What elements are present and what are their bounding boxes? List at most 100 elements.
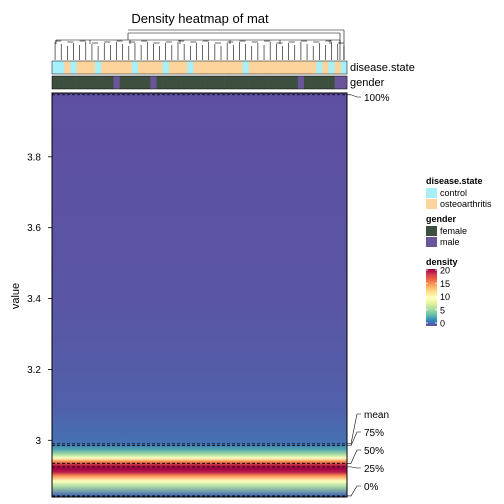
- density-tick-label: 10: [440, 292, 450, 302]
- quantile-connector: [347, 449, 361, 464]
- annotation-cell: [76, 76, 84, 89]
- annotation-cell: [193, 76, 200, 89]
- annotation-cell: [144, 76, 151, 89]
- legend-swatch: [426, 237, 437, 247]
- annotation-cell: [303, 76, 311, 89]
- annotation-cell: [88, 76, 96, 89]
- quantile-lines: 100% mean 75% 50% 25% 0%: [52, 93, 390, 497]
- annotation-cell: [322, 61, 329, 74]
- legend-item-label: female: [440, 226, 467, 236]
- legend-swatch: [426, 199, 437, 209]
- density-tick-label: 15: [440, 279, 450, 289]
- annotation-cell: [187, 76, 194, 89]
- annotation-cell: [52, 76, 59, 89]
- column-annotations: [51, 60, 348, 90]
- annotation-cell: [119, 61, 127, 74]
- annotation-cell: [260, 76, 268, 89]
- annotation-cell: [125, 61, 133, 74]
- annotation-cell: [101, 61, 108, 74]
- annotation-cell: [82, 76, 90, 89]
- quantile-label: mean: [364, 410, 389, 421]
- annotation-cell: [162, 61, 170, 74]
- annotation-cell: [156, 76, 163, 89]
- quantile-label: 0%: [364, 482, 379, 493]
- annotation-cell: [273, 61, 280, 74]
- quantile-connector: [347, 466, 361, 469]
- annotation-cell: [285, 61, 292, 74]
- annotation-cell: [162, 76, 170, 89]
- annotation-cell: [297, 76, 305, 89]
- annotation-cell: [310, 61, 317, 74]
- annotation-cell: [297, 61, 305, 74]
- y-tick-label: 3.4: [27, 294, 41, 305]
- annotation-cell: [95, 76, 102, 89]
- annotation-cell: [248, 61, 256, 74]
- annotation-cell: [168, 76, 176, 89]
- annotation-cell: [88, 61, 96, 74]
- annotation-label-gender: gender: [350, 77, 385, 89]
- annotation-cell: [119, 76, 127, 89]
- annotation-cell: [242, 61, 249, 74]
- annotation-cell: [181, 76, 188, 89]
- annotation-cell: [328, 76, 336, 89]
- annotation-cell: [248, 76, 256, 89]
- annotation-cell: [267, 61, 274, 74]
- annotation-row-border: [51, 75, 348, 90]
- y-axis: 3 3.2 3.4 3.6 3.8: [27, 152, 52, 447]
- annotation-cell: [322, 76, 329, 89]
- annotation-cell: [340, 61, 348, 74]
- quantile-connector: [347, 94, 361, 98]
- annotation-cell: [230, 61, 237, 74]
- annotation-cell: [144, 61, 151, 74]
- annotation-cell: [107, 61, 114, 74]
- legend-item-label: male: [440, 237, 460, 247]
- column-dendrogram: [54, 29, 345, 60]
- annotation-cell: [168, 61, 176, 74]
- annotation-cell: [328, 61, 336, 74]
- annotation-cell: [150, 76, 157, 89]
- density-legend-title: density: [426, 257, 458, 267]
- density-tick-label: 5: [440, 305, 445, 315]
- annotation-cell: [156, 61, 163, 74]
- quantile-label: 75%: [364, 428, 384, 439]
- annotation-cell: [131, 61, 139, 74]
- annotation-cell: [224, 61, 231, 74]
- annotation-cell: [113, 61, 120, 74]
- density-tick-label: 0: [440, 319, 445, 329]
- annotation-cell: [70, 61, 77, 74]
- annotation-cell: [217, 76, 225, 89]
- heatmap-body: [52, 93, 347, 497]
- legend-title: gender: [426, 214, 457, 224]
- annotation-cell: [131, 76, 139, 89]
- annotation-cell: [236, 61, 243, 74]
- annotation-cell: [279, 76, 286, 89]
- density-tick-label: 20: [440, 266, 450, 276]
- annotation-cell: [76, 61, 84, 74]
- quantile-connector: [347, 485, 361, 497]
- quantile-label: 50%: [364, 446, 384, 457]
- annotation-cell: [242, 76, 249, 89]
- annotation-cell: [70, 76, 77, 89]
- annotation-cell: [205, 76, 213, 89]
- annotation-cell: [95, 61, 102, 74]
- annotation-cell: [138, 76, 145, 89]
- y-tick-label: 3.2: [27, 365, 41, 376]
- annotation-cell: [267, 76, 274, 89]
- y-tick-label: 3.6: [27, 223, 41, 234]
- annotation-cell: [310, 76, 317, 89]
- annotation-cell: [230, 76, 237, 89]
- annotation-cell: [260, 61, 268, 74]
- annotation-cell: [340, 76, 348, 89]
- annotation-cell: [174, 76, 182, 89]
- annotation-cell: [217, 61, 225, 74]
- annotation-row-border: [51, 60, 348, 75]
- legend-swatch: [426, 226, 437, 236]
- legend-title: disease.state: [426, 176, 483, 186]
- annotation-cell: [291, 76, 299, 89]
- annotation-cell: [101, 76, 108, 89]
- annotation-cell: [273, 76, 280, 89]
- annotation-cell: [291, 61, 299, 74]
- annotation-cell: [224, 76, 231, 89]
